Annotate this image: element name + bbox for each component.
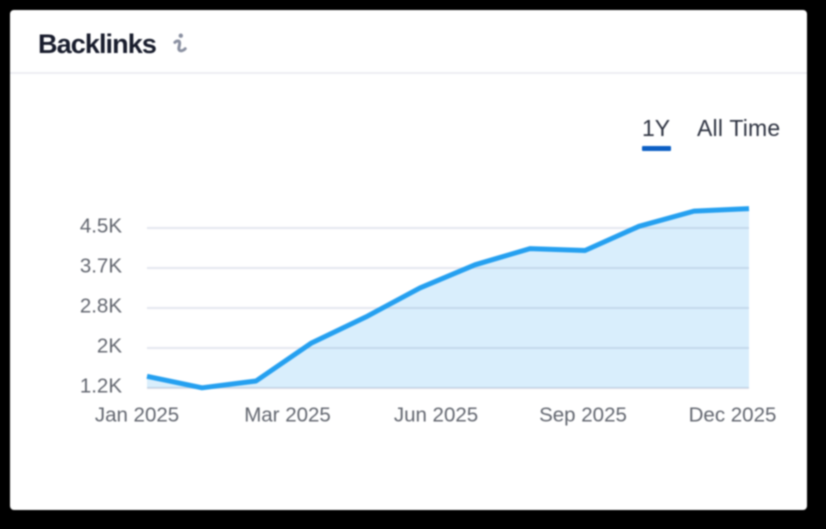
- svg-text:Sep 2025: Sep 2025: [539, 404, 627, 427]
- svg-text:Mar 2025: Mar 2025: [244, 404, 331, 427]
- svg-text:Dec 2025: Dec 2025: [689, 404, 777, 427]
- svg-text:3.7K: 3.7K: [80, 255, 122, 278]
- svg-text:4.5K: 4.5K: [80, 215, 122, 238]
- svg-text:Jan 2025: Jan 2025: [95, 404, 179, 427]
- svg-text:Jun 2025: Jun 2025: [394, 404, 478, 427]
- svg-text:1.2K: 1.2K: [80, 375, 122, 398]
- svg-text:2.8K: 2.8K: [80, 295, 122, 318]
- svg-text:2K: 2K: [97, 335, 122, 358]
